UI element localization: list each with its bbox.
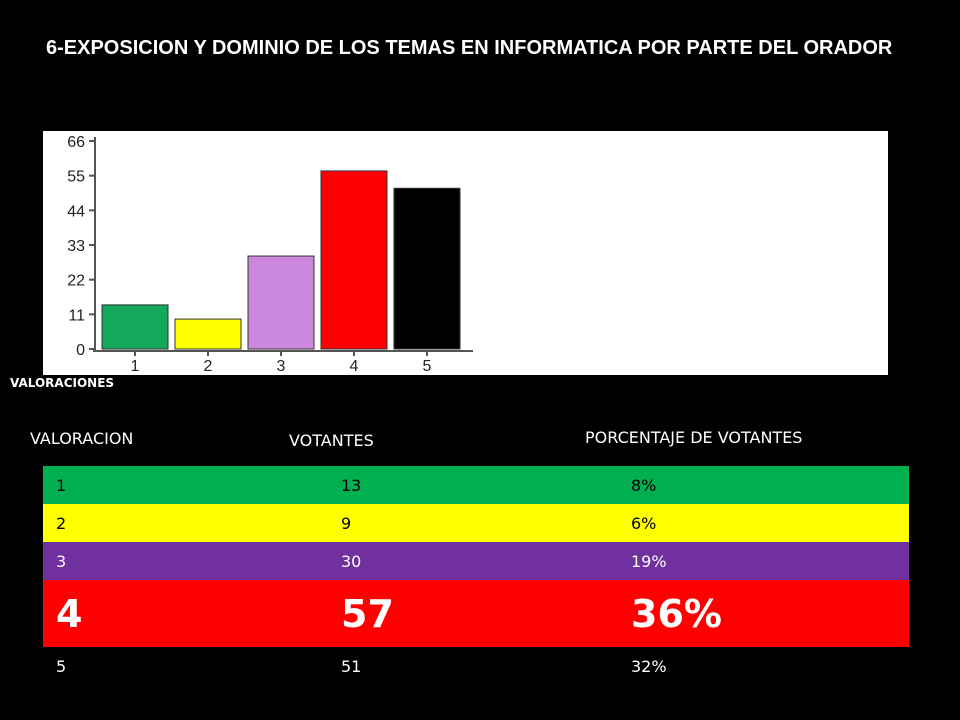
x-axis-label: VALORACIONES: [10, 376, 115, 390]
bar: [247, 255, 315, 350]
cell-votantes: 9: [341, 514, 352, 533]
y-tick-label: 33: [67, 238, 85, 255]
table-row: 3 30 19%: [43, 542, 909, 580]
bar-chart: 0 11 22 33 44 55 66 1 2 3 4 5: [43, 131, 888, 375]
cell-valoracion: 2: [56, 514, 67, 533]
chart-svg: 0 11 22 33 44 55 66 1 2 3 4 5: [67, 134, 473, 375]
x-tick-label: 1: [131, 358, 140, 375]
y-tick-label: 22: [67, 273, 85, 290]
bar: [174, 318, 242, 350]
cell-valoracion: 3: [56, 552, 67, 571]
x-tick-label: 5: [423, 358, 432, 375]
y-tick-label: 55: [67, 169, 85, 186]
table-row: 4 57 36%: [43, 580, 909, 647]
y-tick-label: 44: [67, 203, 85, 220]
table-row: 5 51 32%: [43, 647, 909, 685]
column-header-votantes: VOTANTES: [289, 431, 374, 450]
y-tick-label: 0: [76, 342, 85, 359]
cell-porcentaje: 8%: [631, 476, 657, 495]
cell-porcentaje: 19%: [631, 552, 667, 571]
y-tick-label: 11: [68, 307, 85, 324]
bar: [320, 170, 388, 350]
bar: [393, 187, 461, 350]
y-tick-label: 66: [67, 134, 85, 151]
cell-valoracion: 1: [56, 476, 67, 495]
cell-votantes: 30: [341, 552, 362, 571]
slide-title: 6-EXPOSICION Y DOMINIO DE LOS TEMAS EN I…: [46, 37, 893, 59]
cell-porcentaje: 36%: [631, 592, 722, 636]
table-row: 2 9 6%: [43, 504, 909, 542]
cell-votantes: 13: [341, 476, 362, 495]
cell-votantes: 51: [341, 657, 362, 676]
cell-votantes: 57: [341, 592, 394, 636]
x-tick-label: 3: [277, 358, 286, 375]
cell-valoracion: 5: [56, 657, 67, 676]
column-header-porcentaje: PORCENTAJE DE VOTANTES: [585, 428, 803, 447]
bar: [101, 304, 169, 350]
x-tick-label: 2: [204, 358, 213, 375]
cell-porcentaje: 32%: [631, 657, 667, 676]
x-tick-label: 4: [350, 358, 359, 375]
column-header-valoracion: VALORACION: [30, 429, 134, 448]
cell-porcentaje: 6%: [631, 514, 657, 533]
table-row: 1 13 8%: [43, 466, 909, 504]
votes-table: 1 13 8% 2 9 6% 3 30 19% 4 57 36% 5 51 32%: [43, 466, 909, 685]
cell-valoracion: 4: [56, 592, 83, 636]
